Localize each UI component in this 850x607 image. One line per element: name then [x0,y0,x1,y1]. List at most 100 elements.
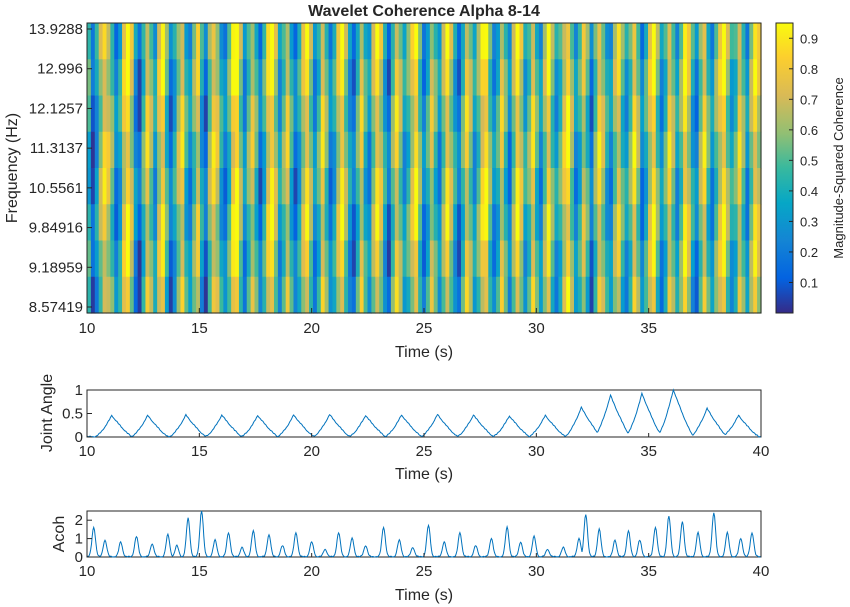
heatmap-cell [550,168,556,205]
heatmap-cell [227,168,232,205]
heatmap-cell [192,204,197,242]
heatmap-cell [367,23,373,60]
heatmap-cell [655,131,661,169]
heatmap-cell [686,131,692,169]
heatmap-cell [476,240,482,278]
heatmap-cell [87,204,92,242]
heatmap-cell [648,276,653,314]
heatmap-cell [624,95,630,133]
heatmap-cell [429,204,435,242]
heatmap-cell [659,276,665,314]
heatmap-cell [655,23,661,60]
heatmap-cell [242,59,248,97]
heatmap-cell [601,276,606,314]
heatmap-cell [367,59,373,97]
y-tick-label: 2 [75,512,83,529]
heatmap-cell [394,95,400,133]
heatmap-cell [320,240,326,278]
heatmap-cell [274,59,279,97]
heatmap-cell [379,240,384,278]
heatmap-cell [270,23,275,60]
heatmap-cell [655,240,661,278]
heatmap-cell [745,204,750,242]
heatmap-cell [745,59,750,97]
heatmap-cell [632,276,637,314]
heatmap-cell [176,23,182,60]
heatmap-cell [554,168,560,205]
heatmap-cell [679,59,684,97]
heatmap-cell [351,168,357,205]
heatmap-cell [523,204,528,242]
heatmap-cell [371,168,376,205]
heatmap-cell [106,131,111,169]
heatmap-cell [464,168,470,205]
colorbar-tick-label: 0.9 [800,31,818,46]
heatmap-cell [593,240,598,278]
heatmap-cell [203,168,209,205]
y-tick-label: 0 [75,549,83,566]
heatmap-cell [628,240,634,278]
heatmap-cell [398,168,404,205]
heatmap-cell [110,131,115,169]
heatmap-cell [371,204,376,242]
heatmap-cell [566,95,571,133]
heatmap-cell [562,131,567,169]
heatmap-cell [289,276,295,314]
heatmap-cell [332,23,337,60]
heatmap-cell [153,23,158,60]
heatmap-cell [461,131,466,169]
heatmap-cell [757,131,762,169]
heatmap-cell [122,204,127,242]
heatmap-cell [309,276,314,314]
heatmap-cell [523,276,528,314]
heatmap-cell [566,204,571,242]
heatmap-cell [386,240,392,278]
heatmap-cell [137,59,143,97]
heatmap-cell [149,276,154,314]
heatmap-cell [168,276,174,314]
heatmap-cell [122,168,127,205]
heatmap-cell [468,131,474,169]
heatmap-cell [609,59,614,97]
heatmap-cell [612,168,618,205]
heatmap-cell [573,95,579,133]
heatmap-x-ticks: 10 15 20 25 30 35 [79,308,657,337]
heatmap-cell [511,276,517,314]
heatmap-cell [519,131,524,169]
heatmap-cell [207,95,213,133]
heatmap-cell [667,204,672,242]
heatmap-cell [725,95,731,133]
heatmap-x-tick-label: 30 [528,320,545,337]
heatmap-cell [398,131,404,169]
heatmap-cell [199,131,205,169]
heatmap-cell [655,95,661,133]
heatmap-cell [546,276,552,314]
heatmap-cell [293,276,298,314]
heatmap-cell [328,168,334,205]
heatmap-cell [106,276,111,314]
heatmap-cell [683,131,688,169]
heatmap-cell [161,168,166,205]
x-tick-label: 40 [753,443,770,460]
heatmap-cells [87,23,762,314]
heatmap-cell [390,131,396,169]
heatmap-cell [753,131,758,169]
heatmap-cell [675,59,680,97]
heatmap-cell [355,168,361,205]
heatmap-cell [266,240,271,278]
heatmap-cell [694,59,700,97]
heatmap-cell [464,59,470,97]
heatmap-cell [90,168,96,205]
joint-angle-x-label: Time (s) [395,466,453,483]
heatmap-cell [620,204,626,242]
heatmap-cell [620,95,626,133]
heatmap-cell [609,131,614,169]
heatmap-cell [250,59,256,97]
heatmap-cell [250,131,256,169]
heatmap-cell [285,23,291,60]
heatmap-cell [433,204,439,242]
heatmap-cell [328,240,334,278]
heatmap-cell [737,95,743,133]
heatmap-cell [433,240,439,278]
heatmap-cell [406,59,411,97]
